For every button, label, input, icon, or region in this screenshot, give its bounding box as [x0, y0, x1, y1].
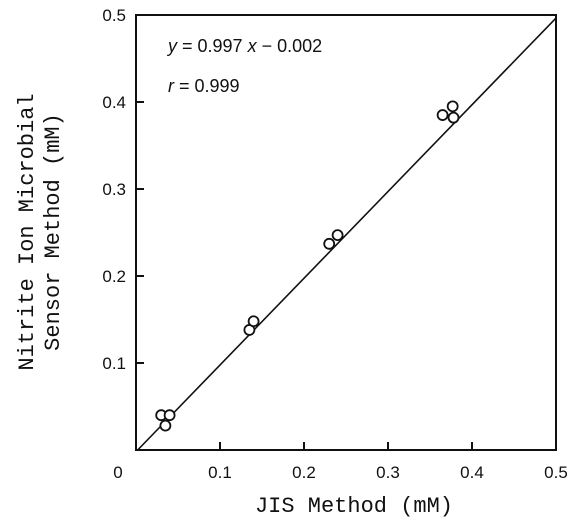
- data-point: [446, 100, 459, 113]
- x-tick-label: 0.4: [460, 463, 484, 482]
- x-tick-label: 0.3: [376, 463, 400, 482]
- correlation-coefficient: r = 0.999: [168, 76, 240, 96]
- x-tick-label: 0.5: [544, 463, 568, 482]
- x-axis-title: JIS Method (mM): [255, 494, 453, 519]
- x-tick-label: 0.2: [292, 463, 316, 482]
- data-point: [247, 315, 260, 328]
- y-tick-label: 0.4: [102, 93, 126, 112]
- data-point: [323, 237, 336, 250]
- y-axis-title-line1: Nitrite Ion Microbial: [15, 93, 40, 370]
- y-tick-label: 0.3: [102, 180, 126, 199]
- y-axis-title: Nitrite Ion Microbial Sensor Method (mM): [15, 93, 66, 370]
- y-tick-label: 0.5: [102, 6, 126, 25]
- data-point: [436, 109, 449, 121]
- y-tick-label: 0.1: [102, 354, 126, 373]
- plot-frame: [135, 14, 557, 451]
- axis-ticks: [136, 101, 473, 450]
- data-point: [159, 419, 172, 432]
- x-tick-label: 0.1: [208, 463, 232, 482]
- y-axis-title-line2: Sensor Method (mM): [41, 113, 66, 351]
- data-point: [447, 111, 460, 124]
- data-points: [155, 100, 460, 432]
- y-tick-label: 0.2: [102, 267, 126, 286]
- data-point: [163, 409, 176, 422]
- regression-line: [137, 17, 557, 451]
- axis-tick-labels: 0 0.1 0.2 0.3 0.4 0.5 0.1 0.2 0.3 0.4 0.5: [102, 6, 567, 482]
- x-tick-label: 0: [113, 463, 122, 482]
- regression-equation: y = 0.997 x − 0.002: [166, 36, 322, 56]
- data-point: [331, 229, 344, 242]
